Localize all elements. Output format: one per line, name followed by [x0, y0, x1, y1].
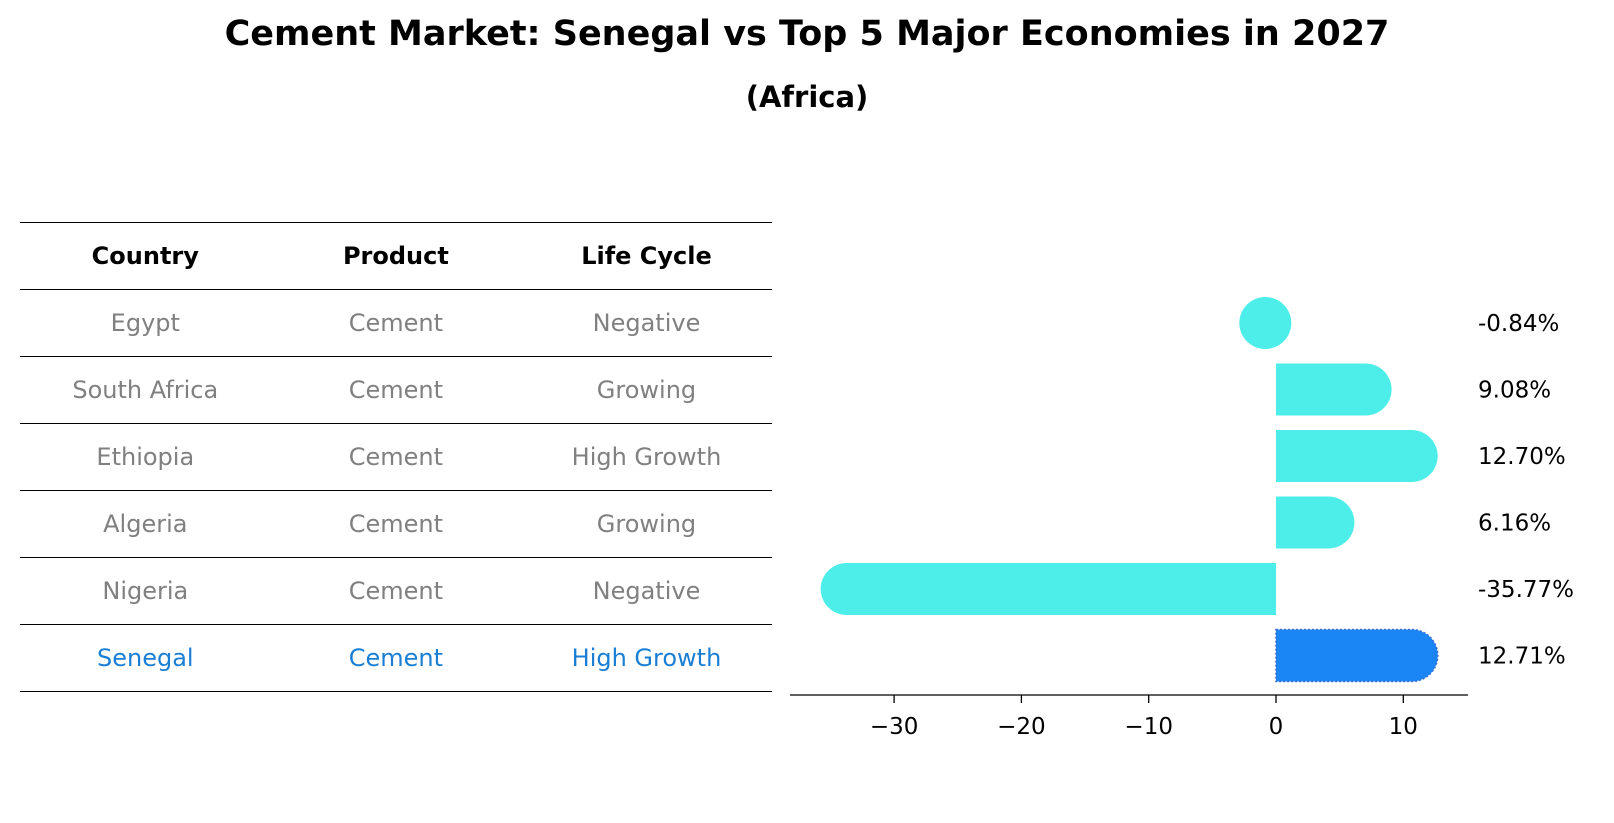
cell-country: Senegal — [97, 644, 194, 672]
data-label: 12.71% — [1478, 644, 1566, 670]
table-row-highlighted: Senegal Cement High Growth — [20, 624, 772, 692]
cell-country: South Africa — [72, 376, 219, 404]
cell-life-cycle: Negative — [592, 577, 701, 605]
table-row: Algeria Cement Growing — [20, 490, 772, 557]
bar-egypt — [1239, 297, 1292, 350]
bar-senegal — [1275, 628, 1439, 683]
cell-product: Cement — [348, 443, 444, 471]
data-label: 9.08% — [1478, 378, 1551, 404]
x-tick-label: 0 — [1269, 714, 1284, 740]
cell-product: Cement — [348, 577, 444, 605]
bar-algeria — [1276, 496, 1355, 549]
country-table: Country Product Life Cycle Egypt Cement … — [20, 222, 772, 692]
cell-country: Algeria — [103, 510, 188, 538]
header-product: Product — [342, 242, 449, 270]
x-tick-label: −20 — [997, 714, 1046, 740]
cell-product: Cement — [348, 309, 444, 337]
cell-life-cycle: High Growth — [571, 443, 722, 471]
bar-nigeria — [820, 563, 1276, 615]
chart-subtitle: (Africa) — [745, 80, 869, 114]
data-label: 12.70% — [1478, 444, 1566, 470]
cell-product: Cement — [348, 376, 444, 404]
chart-title: Cement Market: Senegal vs Top 5 Major Ec… — [224, 14, 1390, 54]
cell-product: Cement — [348, 510, 444, 538]
bar-ethiopia — [1276, 430, 1438, 482]
bar-south-africa — [1276, 363, 1392, 416]
table-row: Egypt Cement Negative — [20, 289, 772, 356]
header-life-cycle: Life Cycle — [581, 242, 712, 270]
x-tick-label: 10 — [1389, 714, 1418, 740]
cell-country: Egypt — [110, 309, 180, 337]
x-tick-label: −10 — [1124, 714, 1173, 740]
x-tick-label: −30 — [870, 714, 919, 740]
cell-country: Nigeria — [102, 577, 189, 605]
data-label: -0.84% — [1478, 311, 1559, 337]
cell-country: Ethiopia — [96, 443, 195, 471]
data-label: 6.16% — [1478, 511, 1551, 537]
cell-life-cycle: Growing — [596, 510, 697, 538]
cell-product: Cement — [348, 644, 444, 672]
table-row: South Africa Cement Growing — [20, 356, 772, 423]
data-label: -35.77% — [1478, 577, 1574, 603]
table-row: Nigeria Cement Negative — [20, 557, 772, 624]
header-country: Country — [91, 242, 199, 270]
cell-life-cycle: Negative — [592, 309, 701, 337]
table-row: Ethiopia Cement High Growth — [20, 423, 772, 490]
cell-life-cycle: Growing — [596, 376, 697, 404]
cell-life-cycle: High Growth — [571, 644, 722, 672]
table-header-row: Country Product Life Cycle — [20, 222, 772, 289]
